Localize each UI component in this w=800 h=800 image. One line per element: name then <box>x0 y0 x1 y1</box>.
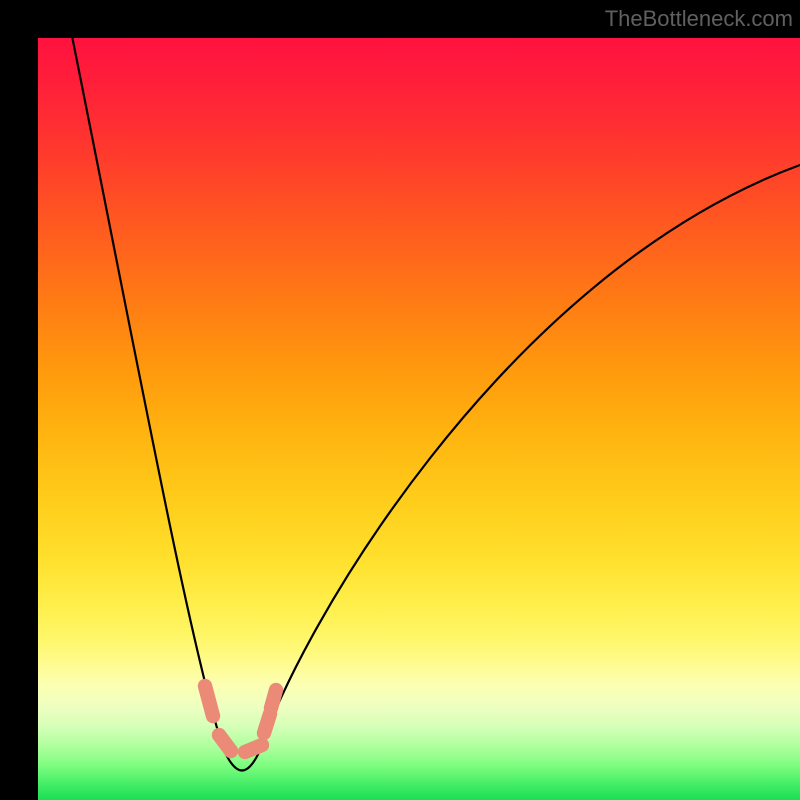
plot-area <box>38 38 800 800</box>
watermark-text: TheBottleneck.com <box>605 6 793 32</box>
